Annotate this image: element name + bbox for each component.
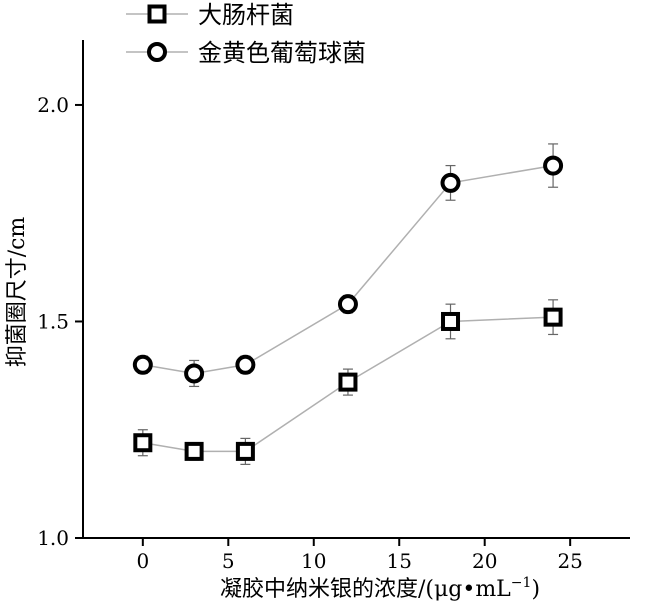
data-point: [133, 433, 153, 453]
y-tick-label: 1.5: [37, 309, 69, 333]
x-tick-label: 5: [222, 549, 235, 573]
x-axis-title-close: ): [531, 577, 540, 602]
data-point: [440, 172, 461, 193]
x-tick-label: 0: [136, 549, 149, 573]
axes: 0 5 10 15 20 25 1.0 1.5 2.0: [37, 40, 630, 573]
plot-area: [132, 143, 564, 465]
x-tick-label: 20: [472, 549, 497, 573]
legend-label: 大肠杆菌: [198, 1, 294, 29]
legend-item: 大肠杆菌: [126, 1, 294, 29]
legend-label: 金黄色葡萄球菌: [198, 39, 366, 67]
legend-marker: [147, 42, 167, 62]
data-point: [543, 155, 564, 176]
data-point: [337, 294, 358, 315]
series-line: [142, 164, 554, 375]
x-tick-label: 10: [301, 549, 326, 573]
data-point: [235, 354, 256, 375]
data-point: [235, 441, 255, 461]
data-point: [441, 311, 461, 331]
series-e-coli: [133, 299, 563, 465]
x-axis-title: 凝胶中纳米银的浓度/(μg•mL−1): [220, 575, 540, 602]
x-tick-label: 15: [387, 549, 412, 573]
series-s-aureus: [132, 143, 564, 388]
data-point: [543, 307, 563, 327]
x-axis-title-sup: −1: [511, 575, 532, 591]
y-tick-label: 1.0: [37, 526, 69, 550]
legend-item: 金黄色葡萄球菌: [126, 39, 366, 67]
y-axis-title: 抑菌圈尺寸/cm: [5, 217, 30, 368]
data-point: [338, 372, 358, 392]
legend-marker: [147, 4, 167, 24]
x-axis-title-main: 凝胶中纳米银的浓度/(μg•mL: [220, 577, 511, 602]
y-tick-label: 2.0: [37, 93, 69, 117]
x-tick-label: 25: [557, 549, 582, 573]
data-point: [132, 354, 153, 375]
data-point: [184, 441, 204, 461]
data-point: [184, 363, 205, 384]
